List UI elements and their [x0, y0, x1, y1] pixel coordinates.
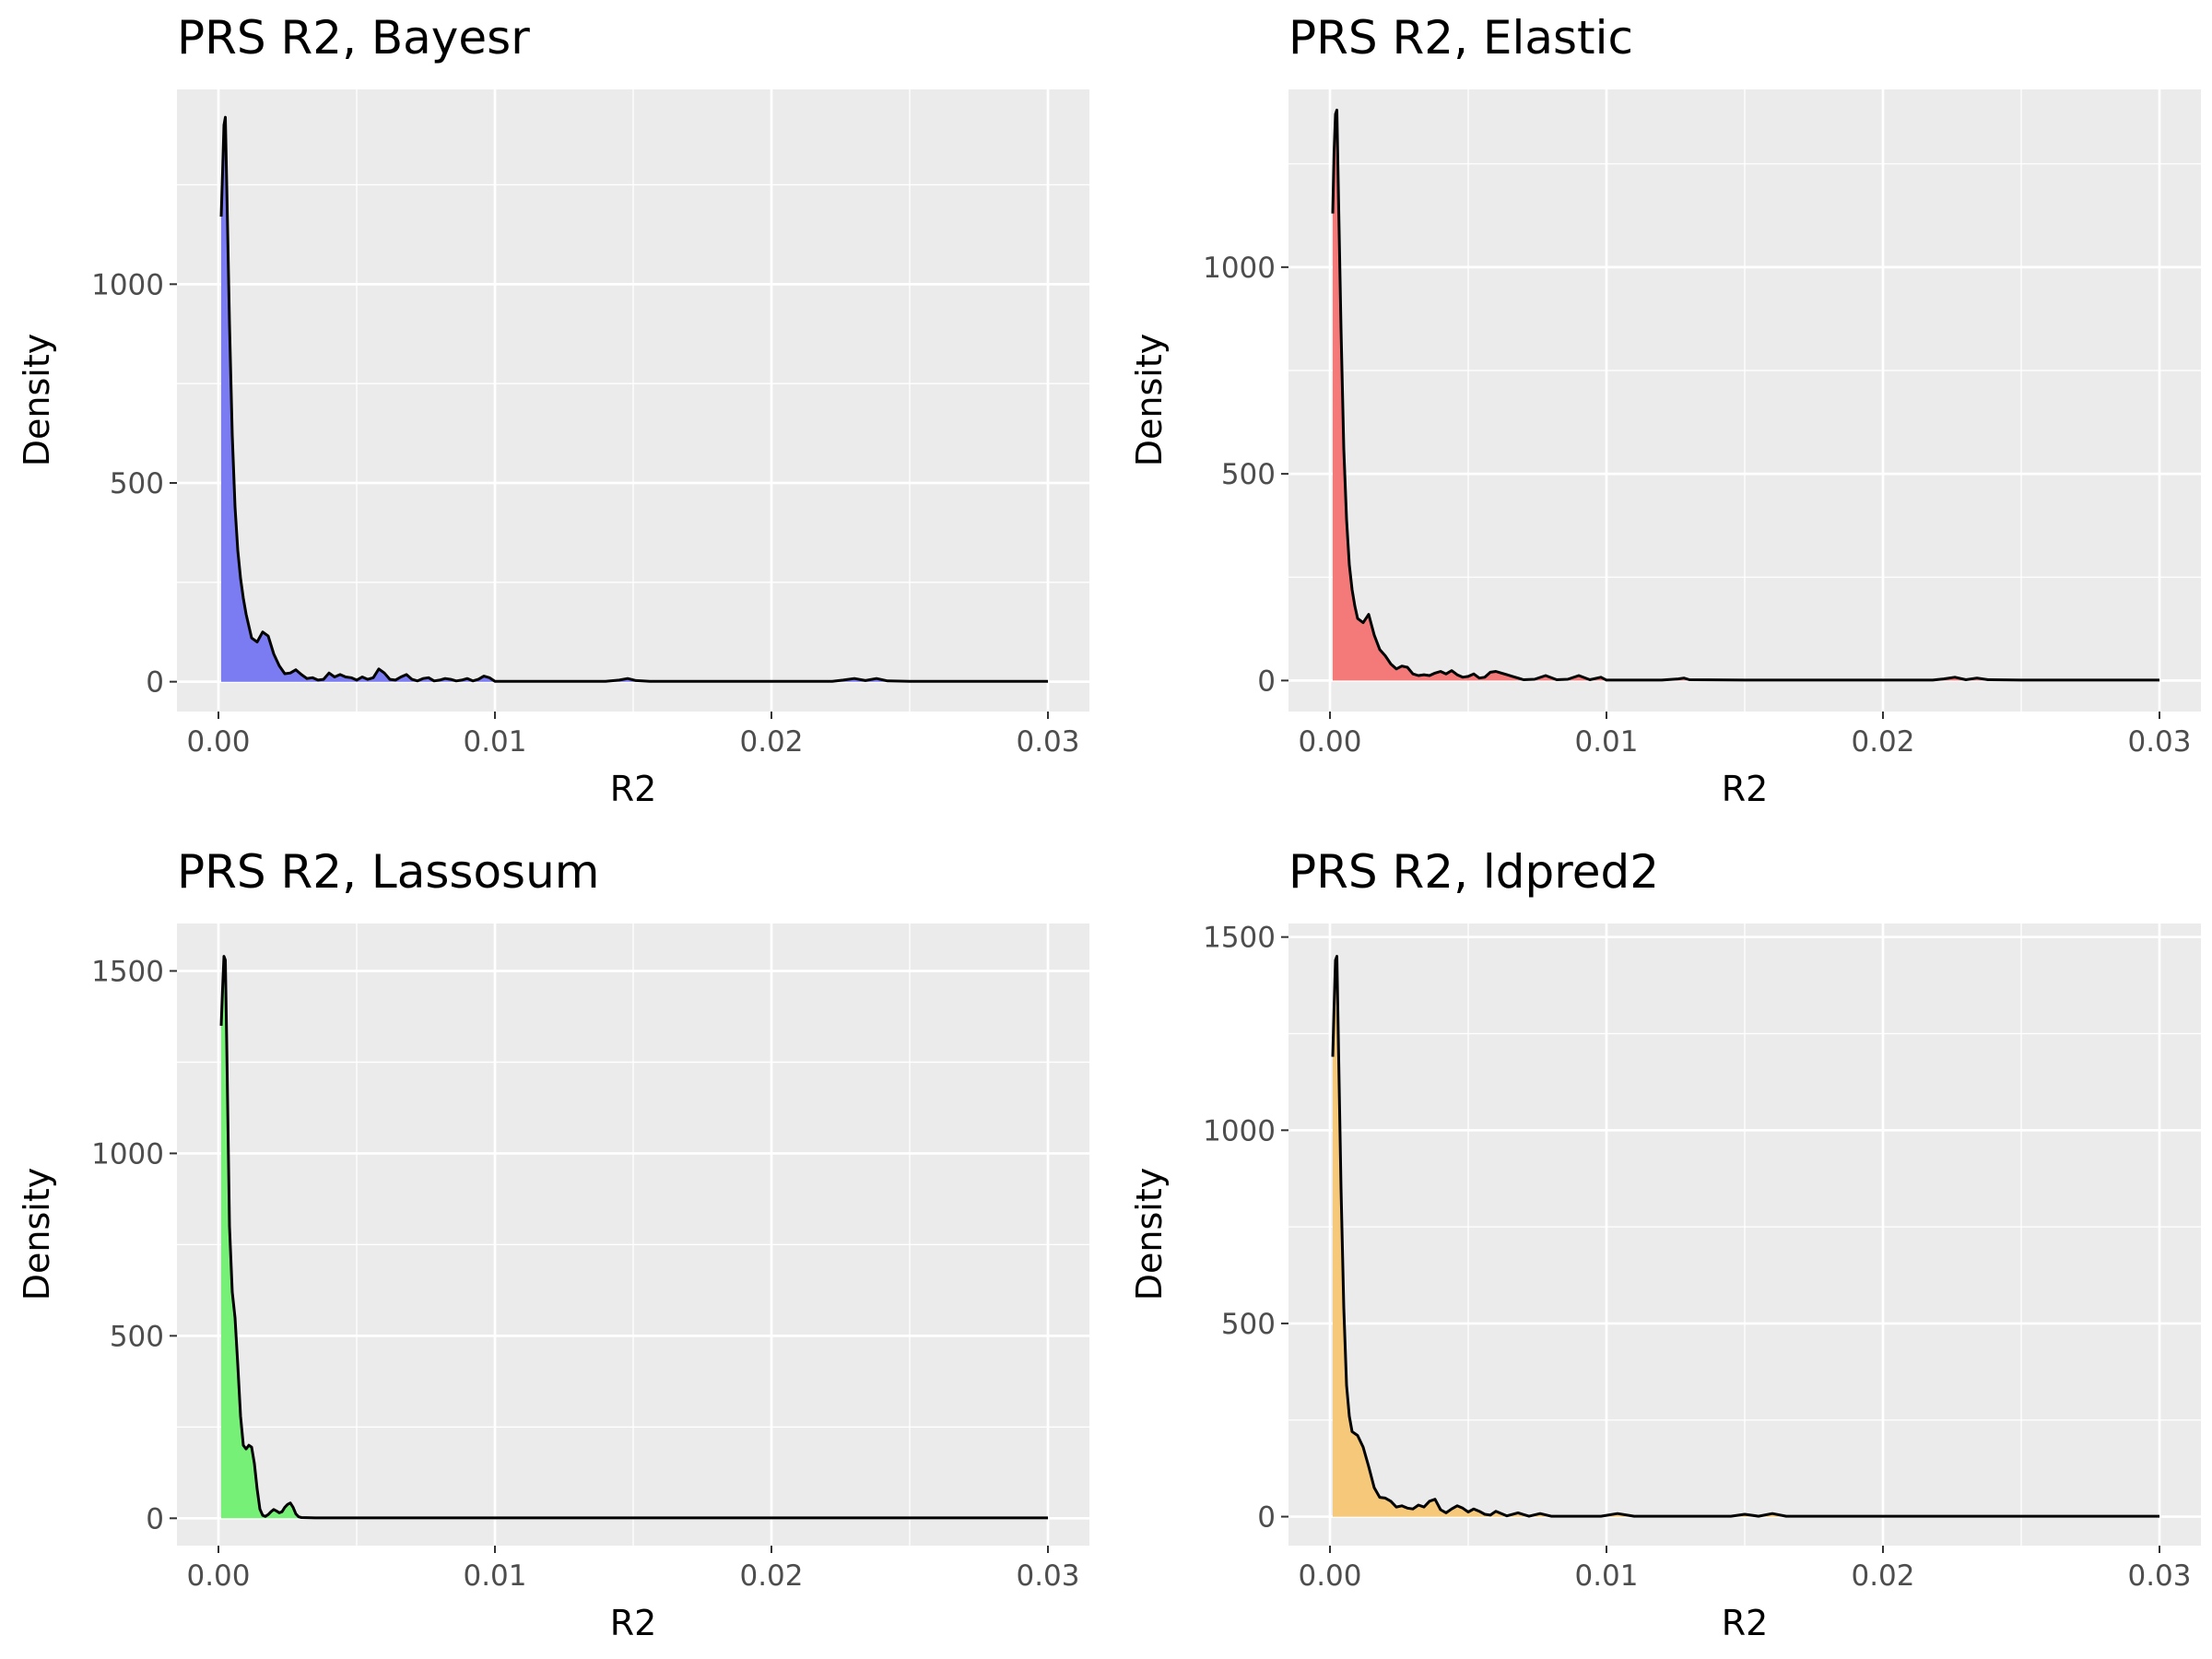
- density-line: [1331, 108, 2159, 682]
- plot-area: [1288, 924, 2201, 1546]
- plot-area: [177, 924, 1089, 1546]
- y-tick-label: 0: [1257, 665, 1276, 698]
- y-tick-label: 1000: [1203, 1114, 1276, 1147]
- x-tick-label: 0.00: [1298, 1559, 1361, 1593]
- x-tick-label: 0.02: [739, 725, 803, 759]
- density-line: [1331, 955, 2159, 1518]
- density-line: [219, 955, 1048, 1520]
- x-axis-title: R2: [1722, 769, 1769, 809]
- y-tick-label: 500: [110, 1320, 164, 1353]
- x-tick-label: 0.01: [463, 725, 526, 759]
- y-tick-label: 1500: [1203, 922, 1276, 955]
- plot-area: [1288, 89, 2201, 712]
- plot-area: [177, 89, 1089, 712]
- y-tick-label: 0: [146, 1502, 164, 1535]
- y-axis-title: Density: [1129, 1168, 1170, 1300]
- x-tick-label: 0.03: [2127, 1559, 2191, 1593]
- x-tick-label: 0.00: [1298, 725, 1361, 759]
- y-tick-label: 500: [1221, 458, 1276, 491]
- panel-title: PRS R2, ldpred2: [1288, 845, 1659, 899]
- x-axis-title: R2: [1722, 1603, 1769, 1643]
- density-line: [219, 115, 1048, 683]
- y-axis-title: Density: [1129, 334, 1170, 466]
- x-tick-label: 0.01: [1574, 1559, 1638, 1593]
- x-tick-label: 0.01: [463, 1559, 526, 1593]
- x-tick-label: 0.02: [1851, 725, 1914, 759]
- y-tick-label: 0: [1257, 1501, 1276, 1535]
- panel-title: PRS R2, Lassosum: [177, 845, 600, 899]
- x-tick-label: 0.02: [739, 1559, 803, 1593]
- x-axis-title: R2: [610, 769, 657, 809]
- y-tick-label: 500: [1221, 1308, 1276, 1341]
- y-tick-label: 0: [146, 666, 164, 700]
- panel-title: PRS R2, Elastic: [1288, 11, 1633, 65]
- x-tick-label: 0.00: [186, 725, 250, 759]
- y-tick-label: 1000: [1203, 252, 1276, 285]
- x-tick-label: 0.02: [1851, 1559, 1914, 1593]
- y-tick-label: 1500: [91, 955, 164, 988]
- panel-lassosum: 0.00 0.01 0.02 0.03 0 500 1000 1500 PRS R2, Las…: [17, 845, 1089, 1643]
- panel-title: PRS R2, Bayesr: [177, 11, 530, 65]
- y-tick-label: 500: [110, 467, 164, 500]
- y-axis-title: Density: [17, 334, 57, 466]
- y-tick-label: 1000: [91, 1137, 164, 1171]
- x-tick-label: 0.03: [1016, 1559, 1079, 1593]
- x-tick-label: 0.03: [1016, 725, 1079, 759]
- panel-elastic: 0.00 0.01 0.02 0.03 0 500 1000 PRS R2, Elastic…: [1129, 11, 2201, 809]
- x-tick-label: 0.03: [2127, 725, 2191, 759]
- x-axis-title: R2: [610, 1603, 657, 1643]
- x-tick-label: 0.01: [1574, 725, 1638, 759]
- panel-ldpred2: 0.00 0.01 0.02 0.03 0 500 1000 1500 PRS R2, ldp…: [1129, 845, 2201, 1643]
- x-tick-label: 0.00: [186, 1559, 250, 1593]
- y-axis-title: Density: [17, 1168, 57, 1300]
- y-tick-label: 1000: [91, 268, 164, 301]
